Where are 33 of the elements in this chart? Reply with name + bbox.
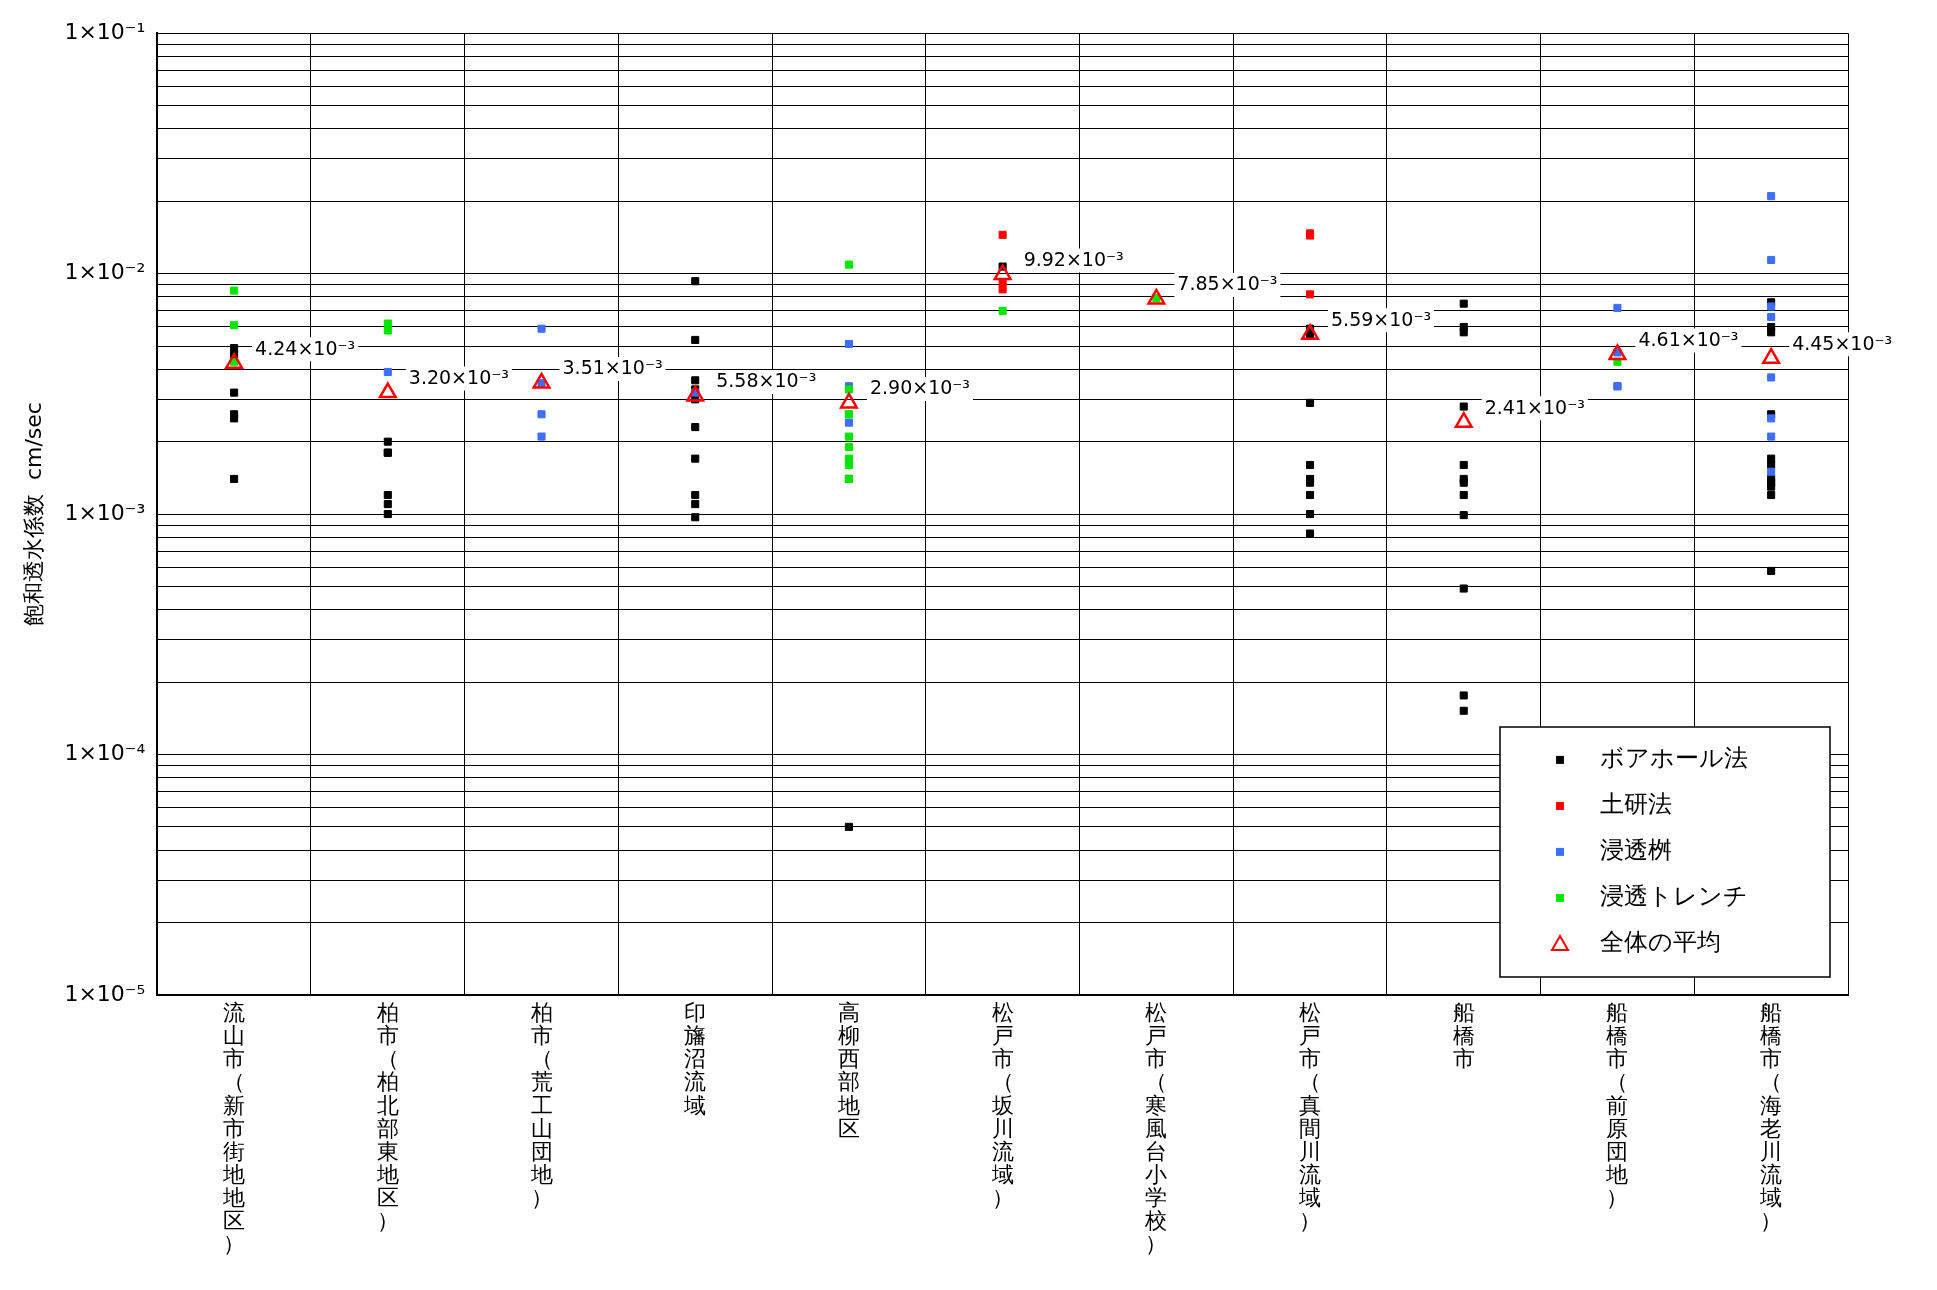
category-label: 柏市（柏北部東地区） <box>376 1000 399 1234</box>
annotation: 2.41×10⁻³ <box>1484 395 1585 418</box>
annotation: 3.20×10⁻³ <box>408 366 509 389</box>
annotation: 5.58×10⁻³ <box>716 369 817 392</box>
annotation: 4.45×10⁻³ <box>1792 331 1893 354</box>
category-label: 柏市（荒工山団地） <box>530 1000 553 1210</box>
legend-label: 浸透トレンチ <box>1600 882 1748 911</box>
category-label: 松戸市（坂川流域） <box>991 1000 1014 1210</box>
annotation: 4.61×10⁻³ <box>1638 327 1739 350</box>
legend-label: 浸透桝 <box>1600 836 1672 865</box>
legend-label: 全体の平均 <box>1600 928 1721 957</box>
x-tick-label: 高柳西部地区 <box>836 1000 860 1141</box>
annotation: 5.59×10⁻³ <box>1331 307 1432 330</box>
y-tick-label: 1×10⁻¹ <box>64 18 146 44</box>
annotation: 7.85×10⁻³ <box>1177 272 1278 295</box>
legend-label: 土研法 <box>1600 790 1672 819</box>
category-label: 流山市（新市街地地区） <box>223 1000 246 1257</box>
category-label: 船橋市（前原団地） <box>1606 1000 1629 1210</box>
annotation: 9.92×10⁻³ <box>1023 247 1124 270</box>
y-tick-label: 1×10⁻² <box>64 259 146 285</box>
x-tick-label: 印旛沼流域 <box>683 1000 707 1118</box>
category-label: 松戸市（寒風台小学校） <box>1145 1000 1168 1257</box>
category-label: 松戸市（真間川流域） <box>1299 1000 1322 1234</box>
y-axis-title: 飽和透水係数 cm/sec <box>20 402 46 627</box>
x-tick-label: 船橋市 <box>1452 1000 1475 1072</box>
legend-label: ボアホール法 <box>1600 744 1748 773</box>
y-tick-label: 1×10⁻⁴ <box>64 740 146 766</box>
annotation: 3.51×10⁻³ <box>562 356 663 379</box>
category-label: 船橋市（海老川流域） <box>1760 1000 1783 1234</box>
y-tick-label: 1×10⁻³ <box>64 499 146 525</box>
annotation: 4.24×10⁻³ <box>255 336 356 359</box>
annotation: 2.90×10⁻³ <box>869 376 970 399</box>
y-tick-label: 1×10⁻⁵ <box>64 980 146 1006</box>
